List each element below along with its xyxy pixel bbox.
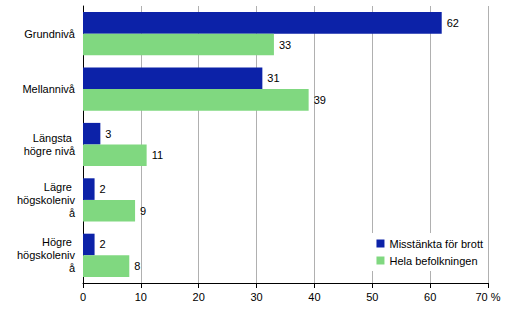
svg-text:Grundnivå: Grundnivå — [24, 28, 76, 40]
svg-text:2: 2 — [100, 183, 106, 195]
svg-text:20: 20 — [193, 291, 205, 303]
svg-text:3: 3 — [105, 128, 111, 140]
svg-text:Lägre: Lägre — [44, 181, 75, 193]
svg-text:70 %: 70 % — [475, 291, 500, 303]
svg-text:33: 33 — [279, 39, 291, 51]
svg-text:å: å — [69, 262, 76, 274]
svg-text:2: 2 — [100, 238, 106, 250]
svg-text:Misstänkta för brott: Misstänkta för brott — [389, 238, 483, 250]
svg-text:högskoleniv: högskoleniv — [17, 249, 76, 261]
svg-text:40: 40 — [308, 291, 320, 303]
svg-text:62: 62 — [447, 17, 459, 29]
svg-text:högskoleniv: högskoleniv — [17, 194, 76, 206]
svg-text:39: 39 — [314, 94, 326, 106]
svg-text:60: 60 — [424, 291, 436, 303]
svg-text:Mellannivå: Mellannivå — [22, 83, 75, 95]
svg-text:högre nivå: högre nivå — [24, 145, 76, 157]
svg-text:9: 9 — [140, 205, 146, 217]
svg-text:11: 11 — [152, 149, 163, 161]
svg-text:50: 50 — [366, 291, 378, 303]
svg-text:0: 0 — [80, 291, 86, 303]
svg-text:Högre: Högre — [42, 236, 75, 248]
svg-text:Längsta: Längsta — [33, 132, 75, 144]
svg-text:å: å — [69, 207, 76, 219]
svg-text:Hela befolkningen: Hela befolkningen — [389, 255, 477, 267]
svg-text:30: 30 — [250, 291, 262, 303]
svg-text:10: 10 — [135, 291, 147, 303]
svg-text:8: 8 — [134, 260, 140, 272]
svg-text:31: 31 — [267, 72, 279, 84]
